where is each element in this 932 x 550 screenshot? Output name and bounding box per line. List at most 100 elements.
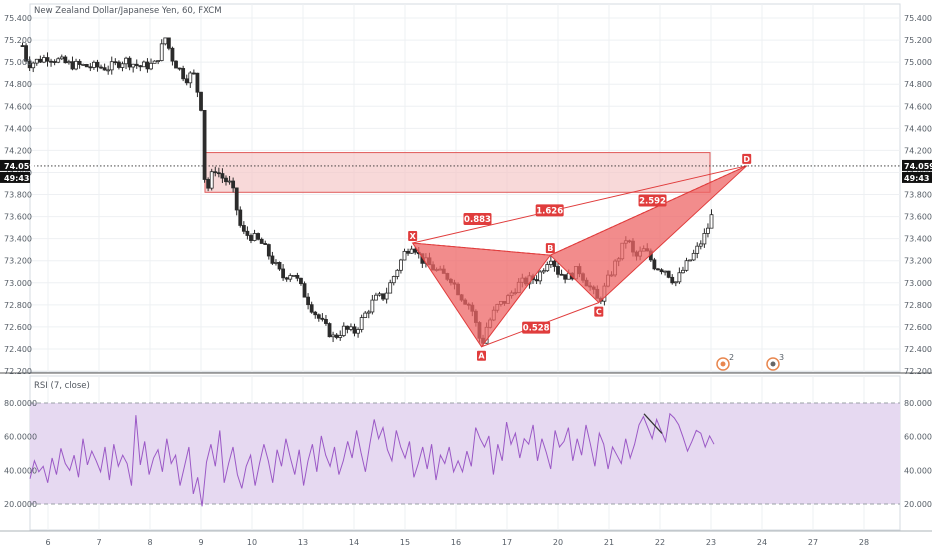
price-tick-label-right: 75.200 — [904, 36, 932, 45]
pattern-line-xd — [412, 165, 747, 244]
harmonic-pattern-layer: X A B C D 1.626 0.883 2.592 0.528 — [408, 153, 752, 361]
candle-body — [249, 235, 253, 241]
time-tick-label: 15 — [400, 538, 410, 547]
candle-body — [309, 304, 314, 313]
candle-body — [106, 69, 111, 72]
price-tick-label-left: 72.200 — [4, 367, 32, 376]
candle-body — [274, 262, 278, 264]
candle-body — [227, 180, 232, 183]
candle-body — [84, 64, 89, 68]
candle-body — [177, 67, 182, 70]
pattern-ratio-label: 2.592 — [639, 196, 666, 206]
candle-body — [374, 294, 378, 301]
candle-body — [159, 43, 164, 61]
candle-body — [388, 282, 393, 294]
candle-body — [327, 323, 332, 338]
candle-body — [552, 260, 557, 267]
time-tick-label: 9 — [198, 538, 203, 547]
candle-body — [695, 245, 700, 254]
time-tick-label: 22 — [655, 538, 665, 547]
price-tick-label-right: 72.600 — [904, 323, 932, 332]
price-tick-label-left: 74.400 — [4, 124, 32, 133]
candle-body — [124, 57, 128, 65]
rsi-tick-label-right: 60.0000 — [904, 433, 932, 442]
candle-body — [224, 177, 228, 183]
candle-body — [684, 260, 689, 271]
price-tick-label-right: 73.600 — [904, 213, 932, 222]
candle-body — [252, 233, 257, 241]
candle-body — [266, 244, 271, 257]
candle-body — [213, 171, 218, 174]
candle-body — [99, 66, 103, 69]
candle-body — [238, 209, 243, 226]
candle-body — [220, 173, 225, 179]
price-tick-label-right: 74.400 — [904, 124, 932, 133]
pattern-point-badge — [545, 243, 555, 254]
time-tick-label: 8 — [147, 538, 152, 547]
current-price-tag-right — [902, 159, 932, 171]
candle-body — [548, 260, 553, 265]
price-chart-title: New Zealand Dollar/Japanese Yen, 60, FXC… — [34, 6, 222, 16]
candle-body — [706, 227, 710, 234]
rsi-tick-label-left: 60.0000 — [4, 433, 37, 442]
candle-body — [288, 275, 293, 280]
candle-body — [391, 276, 396, 284]
pattern-point-label: C — [596, 308, 602, 317]
price-tick-label-right: 72.400 — [904, 345, 932, 354]
candle-body — [320, 317, 325, 320]
candle-body — [141, 61, 146, 68]
time-tick-label: 10 — [247, 538, 257, 547]
candle-body — [56, 58, 61, 63]
candle-body — [406, 250, 410, 254]
rsi-chart-title: RSI (7, close) — [34, 381, 90, 391]
price-tick-label-right: 75.000 — [904, 58, 932, 67]
candle-body — [149, 62, 153, 70]
price-tick-label-right: 74.600 — [904, 102, 932, 111]
candle-body — [702, 233, 707, 245]
candle-body — [295, 274, 300, 279]
candle-body — [381, 293, 385, 300]
candle-body — [263, 243, 268, 245]
current-price-label-right: 74.059 — [904, 162, 932, 171]
candle-body — [245, 230, 250, 236]
time-tick-label: 17 — [502, 538, 512, 547]
candle-body — [234, 187, 239, 211]
resistance-zone — [204, 152, 711, 193]
price-tick-label-right: 73.800 — [904, 191, 932, 200]
candle-body — [145, 61, 150, 70]
pattern-line-bd — [550, 165, 747, 256]
rsi-band-fill — [30, 403, 900, 504]
candle-body — [688, 259, 692, 262]
candle-body — [45, 57, 50, 62]
candle-body — [27, 60, 32, 69]
candle-body — [324, 318, 328, 324]
price-tick-label-left: 75.200 — [4, 36, 32, 45]
candle-body — [88, 66, 93, 69]
price-tick-label-left: 74.800 — [4, 80, 32, 89]
candle-body — [63, 56, 68, 64]
candle-body — [559, 273, 564, 276]
candle-body — [20, 45, 25, 47]
economic-event-icon-dot — [770, 361, 776, 367]
candle-body — [134, 63, 139, 67]
candle-body — [256, 233, 261, 240]
rsi-tick-label-right: 40.0000 — [904, 466, 932, 475]
candle-body — [188, 72, 193, 84]
candle-body — [691, 252, 696, 261]
current-price-label-left: 74.059 — [4, 162, 35, 171]
rsi-line — [29, 412, 715, 507]
candle-body — [681, 269, 685, 274]
candle-body — [216, 172, 221, 175]
candle-body — [395, 269, 400, 277]
pattern-point-badge — [477, 350, 486, 361]
axes-layer: 72.200 72.200 72.400 72.400 72.600 72.600 72.8… — [0, 14, 932, 547]
candle-body — [341, 325, 346, 336]
candle-body — [563, 274, 568, 280]
rsi-tick-label-right: 20.0000 — [904, 500, 932, 509]
candle-body — [673, 281, 678, 284]
candle-body — [284, 277, 289, 280]
candle-body — [241, 225, 246, 232]
rsi-trendline — [643, 413, 663, 434]
candle-body — [174, 60, 178, 69]
time-tick-label: 23 — [706, 538, 716, 547]
